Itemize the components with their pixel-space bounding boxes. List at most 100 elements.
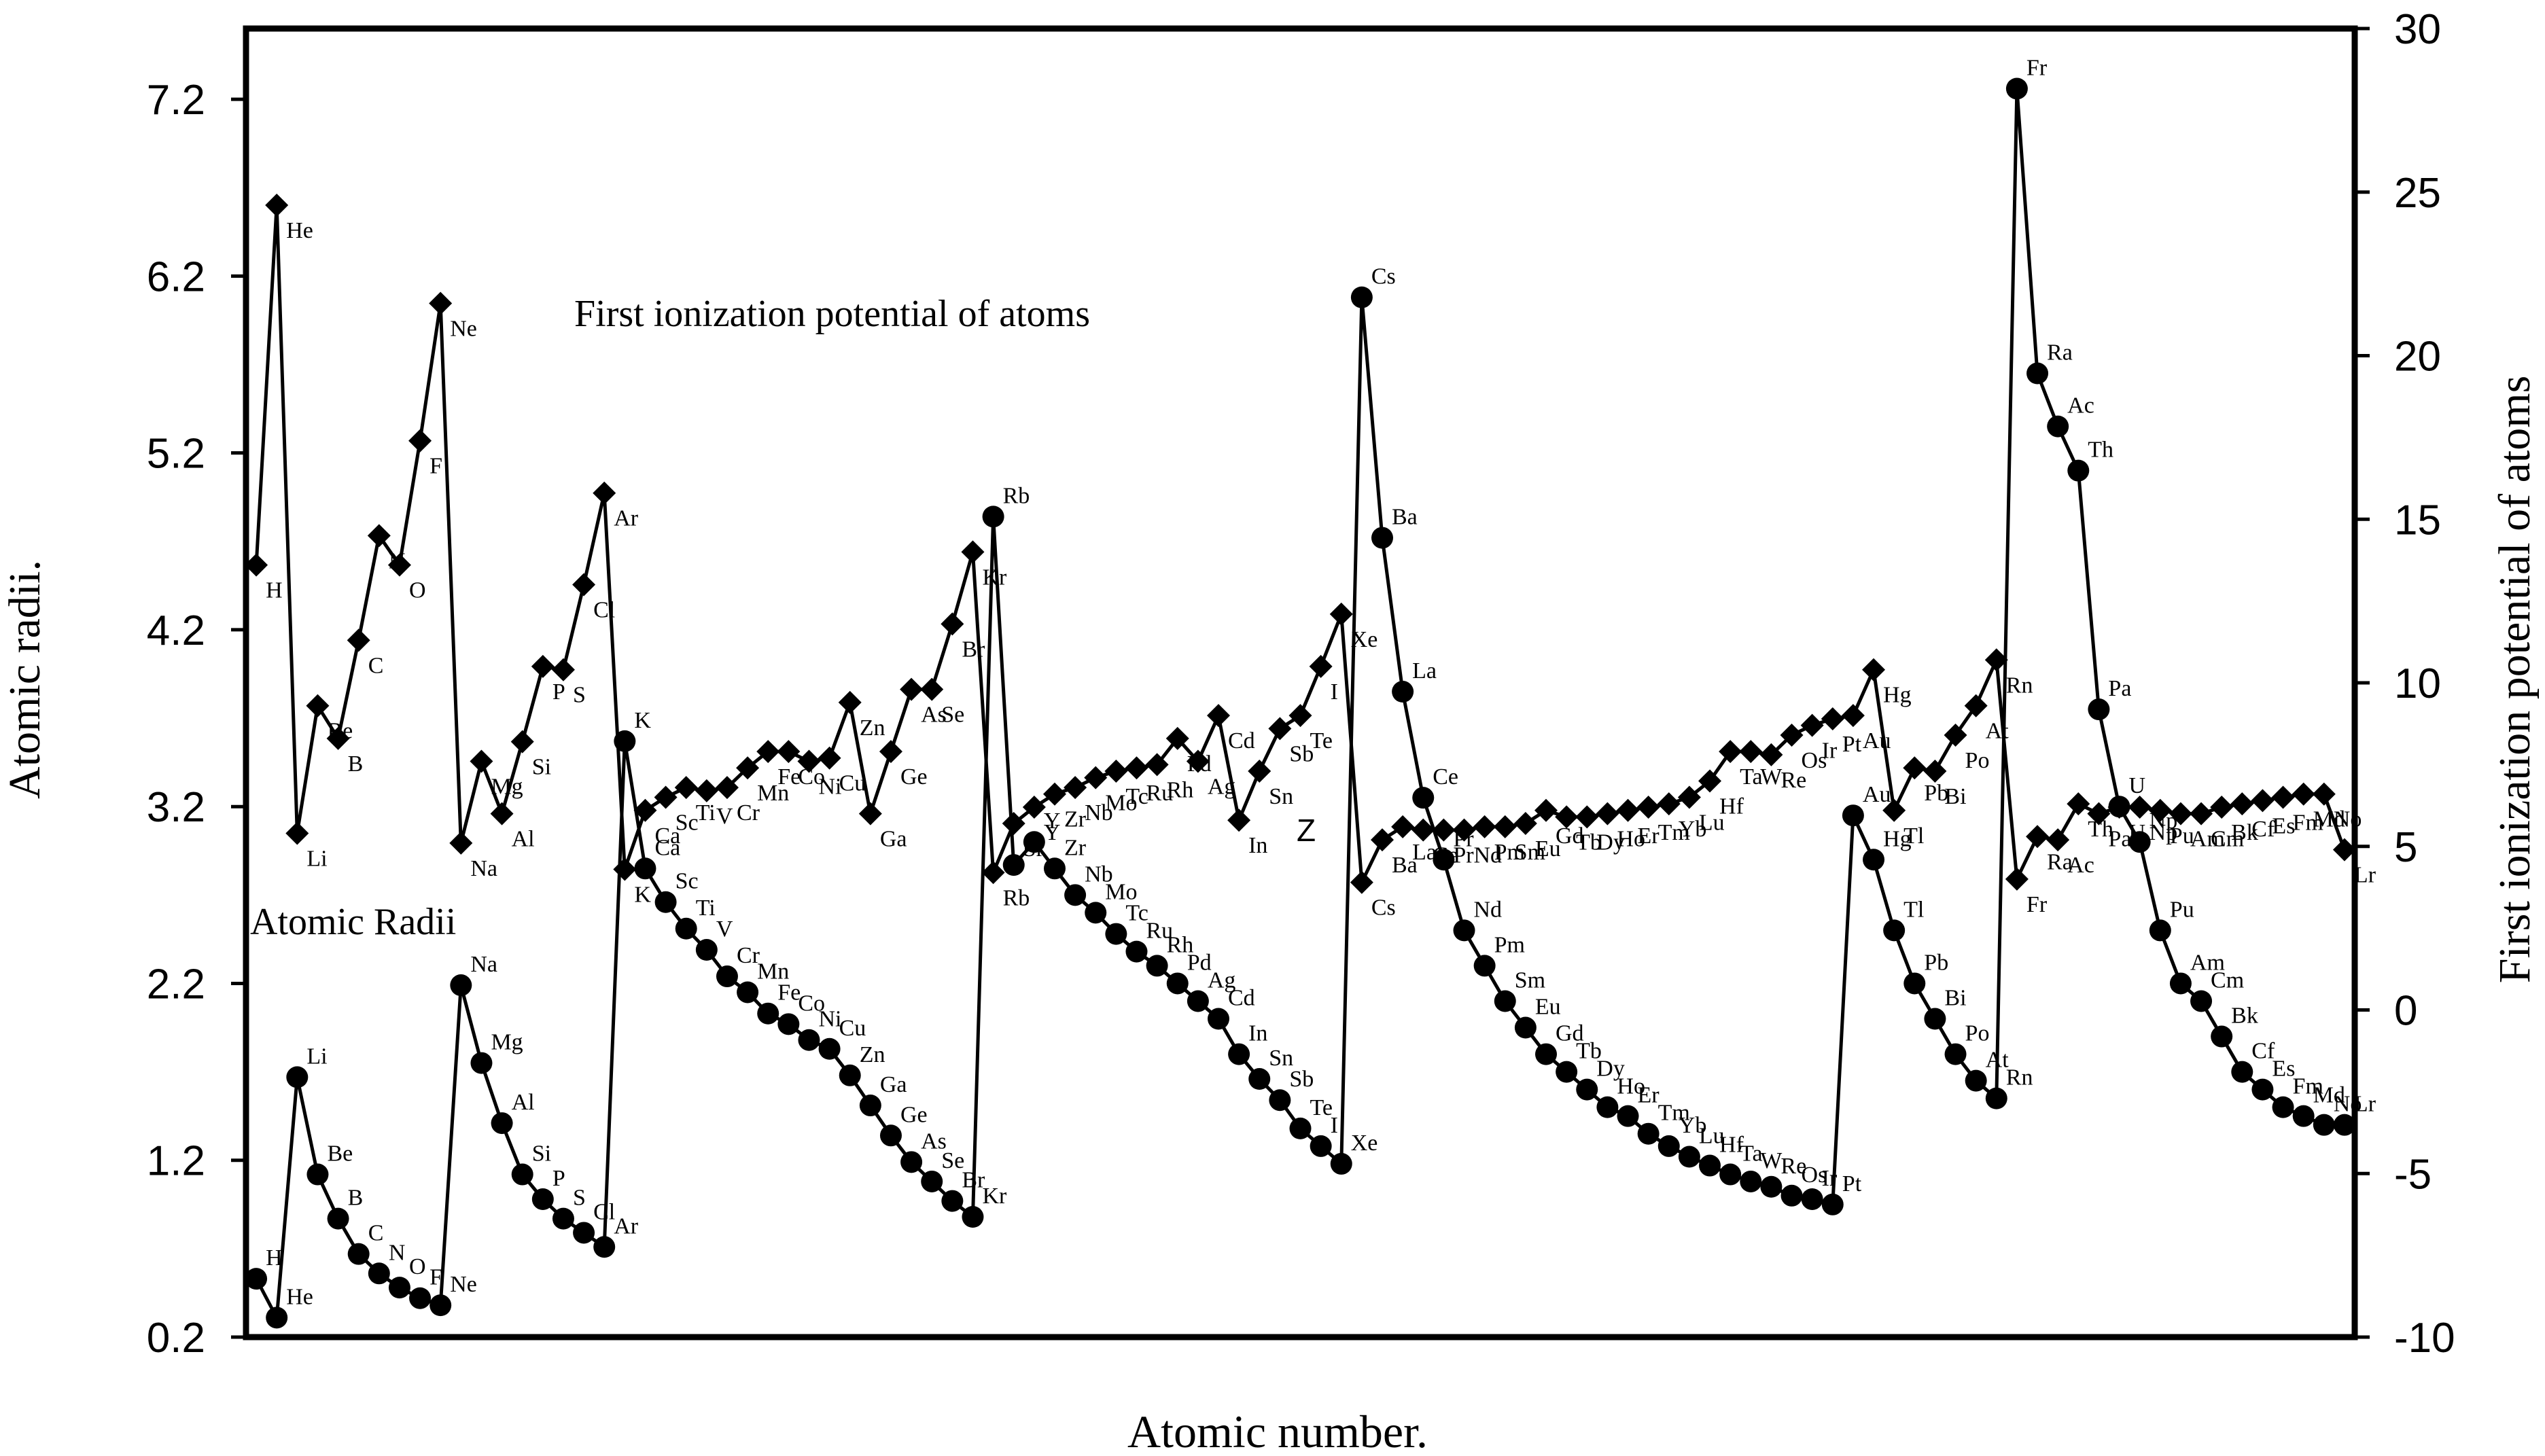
radii-point <box>1105 923 1127 945</box>
element-label: B <box>348 1186 364 1211</box>
element-label: Md <box>2313 807 2345 832</box>
element-label: Au <box>1863 782 1891 807</box>
element-label: Ta <box>1740 764 1763 789</box>
element-label: Bk <box>2231 1004 2258 1029</box>
element-label: Tm <box>1658 820 1690 845</box>
element-label: Lu <box>1699 1124 1725 1149</box>
radii-point <box>1924 1008 1946 1030</box>
element-label: Tc <box>1125 784 1148 809</box>
radii-point <box>1433 849 1455 871</box>
right-tick-label: -5 <box>2394 1151 2432 1198</box>
radii-point <box>879 1124 902 1147</box>
element-label: H <box>266 1245 283 1271</box>
ionization-point <box>1882 798 1906 822</box>
element-label: Ce <box>1433 764 1458 789</box>
ionization-point <box>2210 795 2234 819</box>
left-tick-label: 6.2 <box>147 253 205 300</box>
element-label: Ne <box>450 1272 477 1297</box>
ionization-point <box>797 749 821 773</box>
element-label: Br <box>962 1168 985 1193</box>
element-label: Er <box>1638 823 1660 849</box>
element-label: Rn <box>2006 673 2033 698</box>
element-label: Fr <box>2026 892 2048 917</box>
element-label: Ce <box>1433 843 1458 868</box>
element-label: Sc <box>675 811 699 836</box>
element-label: Cs <box>1371 895 1396 921</box>
element-label: Se <box>941 1148 964 1173</box>
ionization-point <box>531 654 555 678</box>
element-label: Xe <box>1351 1131 1378 1156</box>
ionization-point <box>490 802 514 825</box>
element-label: Bi <box>1944 784 1966 809</box>
element-label: Yb <box>1679 817 1707 842</box>
element-label: Fm <box>2293 811 2323 836</box>
element-label: As <box>921 1129 947 1154</box>
ionization-point <box>818 746 841 770</box>
ionization-point <box>654 785 678 809</box>
ionization-point <box>633 798 657 822</box>
ionization-point <box>920 677 944 701</box>
element-label: Ba <box>1392 853 1418 878</box>
element-label: In <box>1248 833 1267 858</box>
element-label: Se <box>941 703 964 728</box>
element-label: Po <box>1965 1021 1990 1046</box>
radii-point <box>2149 919 2171 942</box>
right-tick-label: 25 <box>2394 170 2441 217</box>
element-label: Ra <box>2047 849 2073 874</box>
ionization-point <box>1391 815 1415 838</box>
element-label: Fr <box>2026 55 2048 80</box>
element-label: Pb <box>1924 781 1948 806</box>
element-label: Ho <box>1617 827 1645 852</box>
element-label: Co <box>798 991 825 1016</box>
ionization-point <box>2251 789 2275 813</box>
left-tick-label: 2.2 <box>147 961 205 1008</box>
radii-point <box>634 857 656 880</box>
element-label: W <box>1760 764 1783 789</box>
element-label: At <box>1986 719 2009 744</box>
radii-point <box>531 1188 554 1210</box>
radii-point <box>2231 1061 2253 1083</box>
ionization-point <box>1186 749 1210 773</box>
element-label: Np <box>2149 820 2178 845</box>
element-label: Cu <box>839 771 866 796</box>
ionization-point <box>2230 792 2254 816</box>
left-tick-label: 5.2 <box>147 431 205 478</box>
radii-point <box>982 505 1004 528</box>
radii-point <box>654 891 677 913</box>
ionization-point <box>1575 805 1599 829</box>
ionization-point <box>2128 795 2152 819</box>
element-label: Hf <box>1719 1133 1744 1158</box>
element-label: Be <box>327 1141 353 1167</box>
ionization-point <box>2026 825 2050 849</box>
radii-point <box>2005 77 2028 100</box>
radii-point <box>2128 831 2151 853</box>
x-axis-label: Atomic number. <box>1127 1406 1428 1456</box>
ionization-point <box>1002 812 1025 836</box>
radii-point <box>1985 1087 2007 1109</box>
right-tick-label: 20 <box>2394 334 2441 380</box>
element-label: Si <box>532 755 551 780</box>
ionization-point <box>2312 782 2336 806</box>
element-label: Zr <box>1064 807 1087 832</box>
element-label: He <box>286 218 313 243</box>
element-label: Am <box>2190 827 2225 852</box>
element-label: Eu <box>1535 995 1561 1020</box>
radii-point <box>429 1294 452 1317</box>
element-label: Hg <box>1883 826 1912 851</box>
element-label: Po <box>1965 748 1990 773</box>
element-label: Am <box>2190 950 2225 975</box>
element-label: Eu <box>1535 836 1561 862</box>
element-label: Tc <box>1125 901 1148 926</box>
element-label: Tb <box>1576 1039 1602 1064</box>
element-label: Pm <box>1494 932 1525 957</box>
ionization-point <box>961 540 985 564</box>
ionization-point <box>715 776 739 800</box>
element-label: Tl <box>1903 897 1924 922</box>
element-label: Th <box>2088 438 2113 463</box>
element-label: Dy <box>1596 1057 1625 1082</box>
element-label: Sc <box>675 869 699 894</box>
ionization-point <box>1432 818 1456 842</box>
ionization-point <box>1145 753 1169 777</box>
radii-point <box>2272 1096 2294 1118</box>
